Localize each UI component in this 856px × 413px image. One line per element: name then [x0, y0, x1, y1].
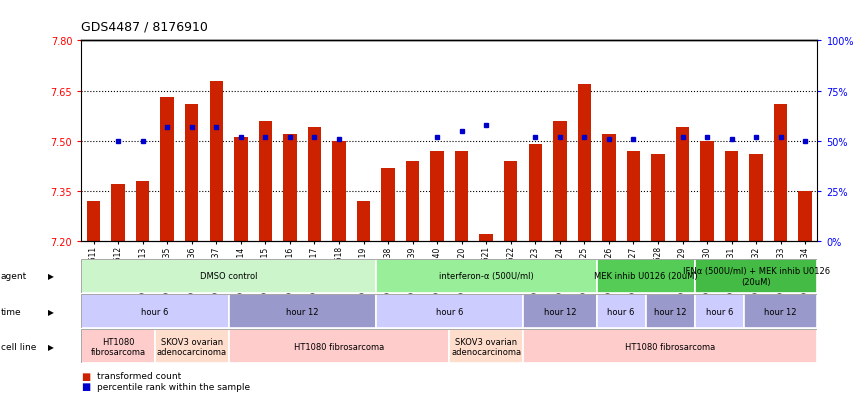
Bar [597, 294, 645, 328]
Bar [553, 121, 567, 242]
Bar [578, 85, 591, 242]
Bar [81, 330, 155, 363]
Bar [725, 152, 739, 242]
Bar [597, 259, 695, 293]
Text: ▶: ▶ [48, 342, 54, 351]
Bar [155, 330, 229, 363]
Text: ■: ■ [81, 371, 91, 381]
Bar [749, 155, 763, 242]
Bar [455, 152, 468, 242]
Bar [744, 294, 817, 328]
Bar [229, 294, 376, 328]
Text: SKOV3 ovarian
adenocarcinoma: SKOV3 ovarian adenocarcinoma [451, 337, 521, 356]
Text: hour 12: hour 12 [654, 307, 687, 316]
Text: HT1080
fibrosarcoma: HT1080 fibrosarcoma [91, 337, 146, 356]
Bar [357, 202, 371, 242]
Text: hour 6: hour 6 [141, 307, 169, 316]
Bar [86, 202, 100, 242]
Bar [799, 192, 812, 242]
Bar [523, 330, 817, 363]
Bar [259, 121, 272, 242]
Text: ■: ■ [81, 381, 91, 391]
Text: cell line: cell line [1, 342, 36, 351]
Bar [700, 142, 714, 242]
Text: hour 12: hour 12 [544, 307, 576, 316]
Text: hour 6: hour 6 [705, 307, 733, 316]
Bar [479, 235, 493, 242]
Text: percentile rank within the sample: percentile rank within the sample [97, 382, 250, 391]
Bar [332, 142, 346, 242]
Text: transformed count: transformed count [97, 371, 181, 380]
Bar [283, 135, 297, 242]
Bar [210, 81, 223, 242]
Bar [602, 135, 615, 242]
Bar [695, 294, 744, 328]
Bar [376, 259, 597, 293]
Bar [229, 330, 449, 363]
Bar [523, 294, 597, 328]
Text: interferon-α (500U/ml): interferon-α (500U/ml) [439, 272, 533, 281]
Bar [675, 128, 689, 242]
Bar [376, 294, 523, 328]
Text: MEK inhib U0126 (20uM): MEK inhib U0126 (20uM) [594, 272, 698, 281]
Text: IFNα (500U/ml) + MEK inhib U0126
(20uM): IFNα (500U/ml) + MEK inhib U0126 (20uM) [682, 267, 829, 286]
Text: HT1080 fibrosarcoma: HT1080 fibrosarcoma [294, 342, 384, 351]
Text: ▶: ▶ [48, 272, 54, 281]
Bar [528, 145, 542, 242]
Text: DMSO control: DMSO control [199, 272, 258, 281]
Text: hour 12: hour 12 [764, 307, 797, 316]
Bar [627, 152, 640, 242]
Bar [431, 152, 444, 242]
Text: ▶: ▶ [48, 307, 54, 316]
Bar [160, 98, 174, 242]
Bar [695, 259, 817, 293]
Bar [406, 161, 419, 242]
Bar [449, 330, 523, 363]
Bar [645, 294, 695, 328]
Text: time: time [1, 307, 21, 316]
Bar [307, 128, 321, 242]
Text: hour 12: hour 12 [286, 307, 318, 316]
Text: GDS4487 / 8176910: GDS4487 / 8176910 [81, 21, 208, 33]
Bar [651, 155, 665, 242]
Bar [81, 294, 229, 328]
Text: HT1080 fibrosarcoma: HT1080 fibrosarcoma [625, 342, 716, 351]
Text: agent: agent [1, 272, 27, 281]
Bar [774, 105, 788, 242]
Bar [111, 185, 125, 242]
Bar [136, 182, 150, 242]
Bar [381, 168, 395, 242]
Bar [185, 105, 199, 242]
Bar [81, 259, 376, 293]
Bar [504, 161, 518, 242]
Text: hour 6: hour 6 [608, 307, 635, 316]
Text: hour 6: hour 6 [436, 307, 463, 316]
Text: SKOV3 ovarian
adenocarcinoma: SKOV3 ovarian adenocarcinoma [157, 337, 227, 356]
Bar [234, 138, 247, 242]
